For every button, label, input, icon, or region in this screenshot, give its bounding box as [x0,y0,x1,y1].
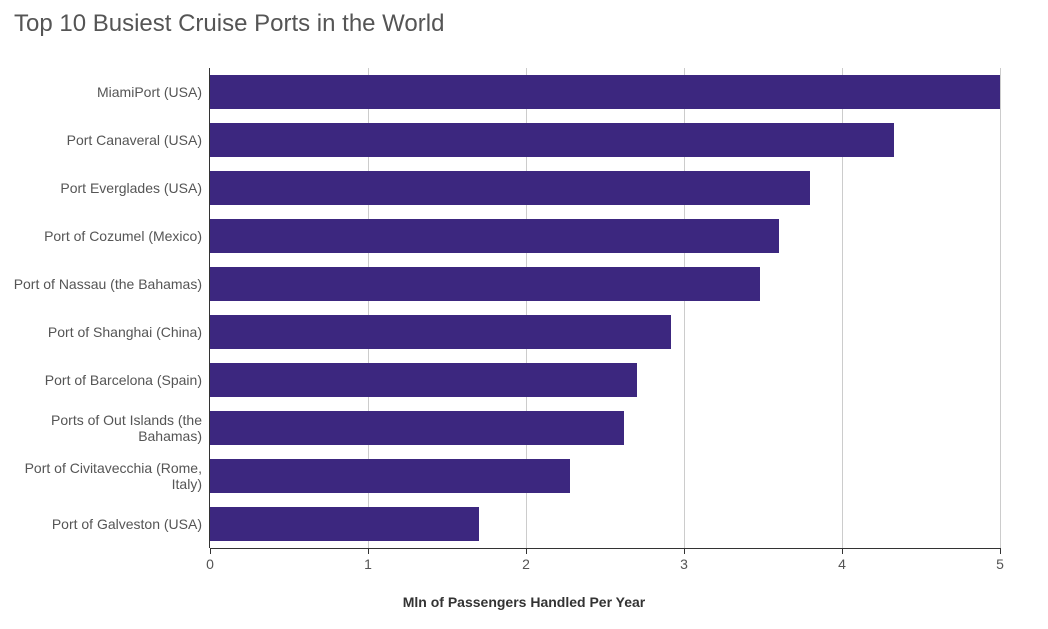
gridline [1000,68,1001,548]
bar [210,75,1000,109]
bar [210,267,760,301]
y-category-label: MiamiPort (USA) [7,84,202,100]
plot-area [210,68,1000,548]
x-tick-label: 4 [838,556,846,572]
x-tick-label: 3 [680,556,688,572]
y-category-label: Port Canaveral (USA) [7,132,202,148]
bar [210,123,894,157]
y-category-label: Ports of Out Islands (the Bahamas) [7,412,202,444]
bar [210,315,671,349]
x-tick-mark [526,548,527,554]
y-category-label: Port of Cozumel (Mexico) [7,228,202,244]
y-category-label: Port of Galveston (USA) [7,516,202,532]
bar [210,411,624,445]
bar [210,459,570,493]
bar [210,363,637,397]
y-category-label: Port of Barcelona (Spain) [7,372,202,388]
x-axis-label: Mln of Passengers Handled Per Year [0,594,1048,610]
y-category-label: Port of Nassau (the Bahamas) [7,276,202,292]
x-tick-mark [1000,548,1001,554]
x-tick-mark [210,548,211,554]
x-tick-mark [842,548,843,554]
bar [210,171,810,205]
y-category-label: Port of Civitavecchia (Rome, Italy) [7,460,202,492]
bar [210,219,779,253]
x-axis-line [210,548,1000,549]
chart-title: Top 10 Busiest Cruise Ports in the World [14,10,444,38]
x-tick-mark [368,548,369,554]
x-tick-label: 1 [364,556,372,572]
x-tick-label: 0 [206,556,214,572]
x-tick-mark [684,548,685,554]
x-tick-label: 2 [522,556,530,572]
bar [210,507,479,541]
y-category-label: Port of Shanghai (China) [7,324,202,340]
y-category-label: Port Everglades (USA) [7,180,202,196]
x-tick-label: 5 [996,556,1004,572]
chart-container: Top 10 Busiest Cruise Ports in the World… [0,0,1048,629]
